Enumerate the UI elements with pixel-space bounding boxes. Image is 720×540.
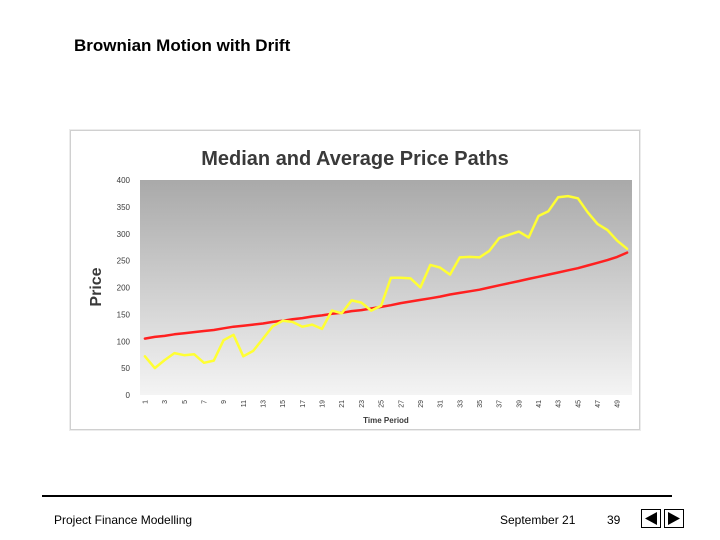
x-tick-label: 37 — [497, 400, 504, 408]
x-tick-label: 23 — [359, 400, 366, 408]
triangle-left-icon — [645, 512, 657, 525]
y-tick-label: 350 — [117, 203, 131, 212]
y-tick-label: 50 — [121, 364, 130, 373]
footer-divider — [42, 495, 672, 497]
x-tick-label: 39 — [516, 400, 523, 408]
x-tick-label: 41 — [536, 400, 543, 408]
average-price-line — [143, 251, 629, 340]
footer-date: September 21 — [500, 513, 576, 527]
x-tick-label: 47 — [595, 400, 602, 408]
x-tick-label: 7 — [201, 400, 208, 404]
x-tick-label: 31 — [438, 400, 445, 408]
previous-slide-button[interactable] — [641, 509, 661, 528]
x-tick-label: 5 — [182, 400, 189, 404]
median-price-line — [143, 194, 629, 370]
x-tick-label: 43 — [556, 400, 563, 408]
chart-frame: Median and Average Price Paths Price Tim… — [70, 130, 640, 430]
x-tick-label: 19 — [320, 400, 327, 408]
y-tick-label: 300 — [117, 230, 131, 239]
x-tick-label: 45 — [575, 400, 582, 408]
footer-presentation-title: Project Finance Modelling — [54, 513, 193, 527]
x-tick-label: 17 — [300, 400, 307, 408]
x-tick-label: 25 — [379, 400, 386, 408]
y-axis-label: Price — [88, 267, 105, 306]
x-tick-label: 1 — [142, 400, 149, 404]
x-axis-label: Time Period — [363, 416, 409, 425]
y-tick-label: 200 — [117, 284, 131, 293]
x-tick-label: 49 — [615, 400, 622, 408]
y-tick-label: 100 — [117, 337, 131, 346]
x-tick-label: 9 — [221, 400, 228, 404]
x-tick-label: 21 — [339, 400, 346, 408]
slide-title: Brownian Motion with Drift — [74, 36, 291, 55]
x-tick-label: 15 — [280, 400, 287, 408]
y-tick-label: 150 — [117, 310, 131, 319]
x-tick-label: 35 — [477, 400, 484, 408]
chart-title: Median and Average Price Paths — [201, 148, 509, 170]
x-tick-label: 11 — [241, 400, 248, 407]
x-tick-label: 13 — [261, 400, 268, 408]
x-tick-label: 33 — [457, 400, 464, 408]
x-tick-label: 3 — [162, 400, 169, 404]
page-number: 39 — [607, 513, 621, 527]
y-tick-label: 0 — [126, 391, 131, 400]
x-tick-label: 27 — [398, 400, 405, 408]
x-tick-label: 29 — [418, 400, 425, 408]
plot-area — [140, 180, 632, 395]
triangle-right-icon — [668, 512, 680, 525]
price-paths-chart: Median and Average Price Paths Price Tim… — [88, 148, 632, 425]
y-tick-label: 400 — [117, 176, 131, 185]
y-tick-label: 250 — [117, 257, 131, 266]
next-slide-button[interactable] — [664, 509, 684, 528]
